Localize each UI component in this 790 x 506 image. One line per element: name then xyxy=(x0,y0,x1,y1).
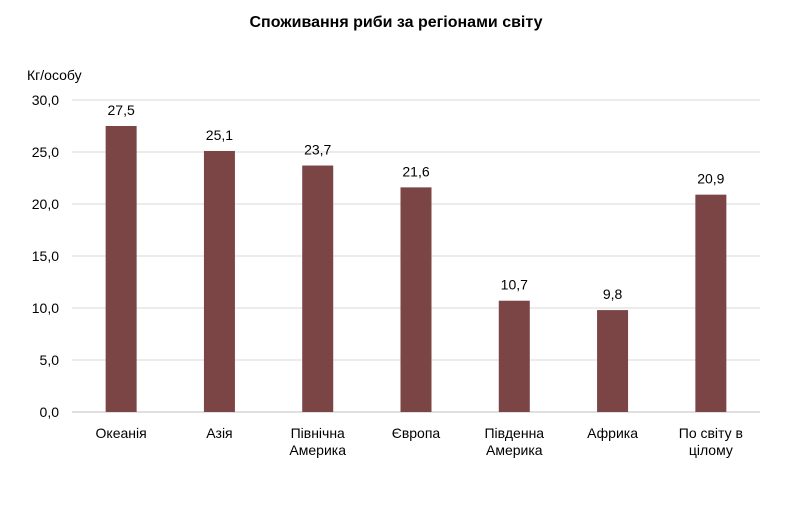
data-label: 20,9 xyxy=(697,171,724,187)
bar xyxy=(302,165,334,412)
y-tick-label: 5,0 xyxy=(40,352,60,368)
bar xyxy=(105,126,137,412)
x-tick-label: Океанія xyxy=(96,425,147,441)
bar xyxy=(498,300,530,412)
x-tick-label-line: цілому xyxy=(689,442,733,458)
bar xyxy=(597,310,629,412)
x-tick-label-line: Африка xyxy=(587,425,638,441)
x-tick-label-line: Океанія xyxy=(96,425,147,441)
x-tick-label-line: Північна xyxy=(291,425,345,441)
y-tick-label: 15,0 xyxy=(32,248,59,264)
x-tick-label: Південна Америка xyxy=(484,425,544,458)
y-tick-label: 0,0 xyxy=(40,404,60,420)
x-tick-label: Північна Америка xyxy=(289,425,346,458)
x-tick-label: Азія xyxy=(206,425,232,441)
bars xyxy=(105,126,727,412)
x-tick-label-line: Америка xyxy=(486,442,543,458)
y-tick-label: 20,0 xyxy=(32,196,59,212)
y-axis-ticks: 0,0 5,0 10,0 15,0 20,0 25,0 30,0 xyxy=(32,92,59,420)
x-tick-label-line: Америка xyxy=(289,442,346,458)
x-tick-label: По світу в цілому xyxy=(679,425,743,458)
x-tick-label-line: Азія xyxy=(206,425,232,441)
chart-title: Споживання риби за регіонами світу xyxy=(250,14,543,31)
x-tick-label: Європа xyxy=(392,425,441,441)
x-tick-label: Африка xyxy=(587,425,638,441)
data-label: 23,7 xyxy=(304,142,331,158)
bar xyxy=(400,187,432,412)
y-tick-label: 30,0 xyxy=(32,92,59,108)
data-label: 25,1 xyxy=(206,127,233,143)
y-tick-label: 25,0 xyxy=(32,144,59,160)
bar xyxy=(203,150,235,412)
x-tick-label-line: Південна xyxy=(484,425,544,441)
data-label: 9,8 xyxy=(603,286,623,302)
data-label: 10,7 xyxy=(501,277,528,293)
x-tick-label-line: Європа xyxy=(392,425,441,441)
data-label: 27,5 xyxy=(108,102,135,118)
y-tick-label: 10,0 xyxy=(32,300,59,316)
x-tick-label-line: По світу в xyxy=(679,425,743,441)
data-label: 21,6 xyxy=(402,163,429,179)
data-labels: 27,5 25,1 23,7 21,6 10,7 9,8 20,9 xyxy=(108,102,725,302)
y-axis-unit-label: Кг/особу xyxy=(27,67,82,83)
bar xyxy=(695,194,727,412)
